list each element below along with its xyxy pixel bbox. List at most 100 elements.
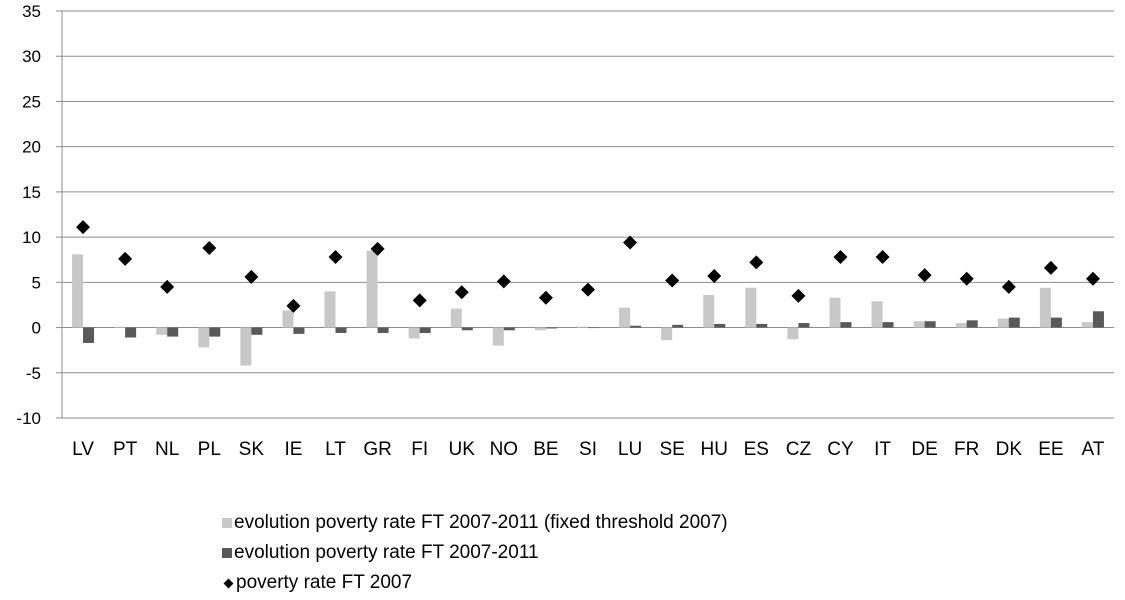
marker-poverty-rate (244, 269, 259, 284)
bar-fixed-threshold (408, 327, 420, 339)
legend-item-fixed-threshold: evolution poverty rate FT 2007-2011 (fix… (222, 508, 728, 538)
marker-poverty-rate (370, 241, 385, 256)
marker-poverty-rate (875, 250, 890, 265)
marker-poverty-rate (959, 271, 974, 286)
bar-evolution (461, 327, 473, 331)
x-tick-label: IE (284, 439, 302, 460)
bar-evolution (1092, 311, 1104, 328)
legend-label-evolution: evolution poverty rate FT 2007-2011 (234, 542, 539, 563)
x-tick-label: LU (618, 439, 642, 460)
chart-legend: evolution poverty rate FT 2007-2011 (fix… (222, 508, 728, 598)
x-tick-label: AT (1082, 439, 1105, 460)
legend-item-evolution: evolution poverty rate FT 2007-2011 (222, 538, 728, 568)
legend-marker-poverty-rate (223, 578, 234, 588)
x-tick-label: NO (490, 439, 519, 460)
x-tick-label: NL (155, 439, 179, 460)
y-tick-label: 20 (22, 138, 41, 157)
bar-fixed-threshold (619, 307, 631, 328)
marker-poverty-rate (496, 274, 511, 289)
bar-fixed-threshold (913, 321, 925, 328)
bar-fixed-threshold (829, 297, 841, 328)
axes: 35 30 25 20 15 10 5 0 -5 -10 LV PT NL PL SK IE LT GR FI UK N… (16, 2, 1104, 460)
marker-poverty-rate (412, 293, 427, 308)
marker-poverty-rate (707, 269, 722, 284)
y-tick-label: -5 (26, 364, 41, 383)
x-tick-label: FR (954, 439, 979, 460)
legend-swatch-fixed-threshold (222, 518, 232, 528)
x-tick-label: LV (72, 439, 94, 460)
bar-evolution (882, 322, 894, 328)
marker-poverty-rate (833, 250, 848, 265)
marker-poverty-rate (917, 268, 932, 283)
bar-fixed-threshold (366, 250, 378, 328)
legend-label-fixed-threshold: evolution poverty rate FT 2007-2011 (fix… (234, 512, 728, 533)
bars (72, 250, 1104, 366)
marker-poverty-rate (538, 290, 553, 305)
y-tick-label: -10 (16, 409, 41, 428)
bar-evolution (714, 323, 726, 328)
marker-poverty-rate (1001, 279, 1016, 294)
marker-poverty-rate (328, 250, 343, 265)
bar-fixed-threshold (282, 310, 294, 328)
bar-fixed-threshold (787, 327, 799, 340)
bar-evolution (251, 327, 263, 335)
markers (76, 220, 1100, 313)
x-tick-label: UK (449, 439, 476, 460)
x-tick-label: SK (239, 439, 265, 460)
bar-fixed-threshold (661, 327, 673, 341)
marker-poverty-rate (202, 240, 217, 255)
legend-item-poverty-rate: poverty rate FT 2007 (222, 568, 728, 598)
bar-evolution (1008, 317, 1020, 328)
marker-poverty-rate (581, 282, 595, 297)
bar-evolution (756, 323, 768, 328)
x-tick-label: GR (363, 439, 392, 460)
bar-evolution (1050, 317, 1062, 328)
y-tick-label: 5 (32, 273, 41, 292)
bar-evolution (419, 327, 431, 333)
x-tick-label: IT (874, 439, 891, 460)
y-tick-label: 15 (22, 183, 41, 202)
bar-evolution (966, 320, 978, 328)
gridlines (62, 10, 1114, 419)
marker-poverty-rate (791, 288, 806, 303)
bar-fixed-threshold (745, 287, 757, 328)
bar-fixed-threshold (72, 254, 84, 328)
marker-poverty-rate (623, 235, 638, 250)
bar-fixed-threshold (577, 326, 588, 328)
bar-fixed-threshold (492, 327, 504, 346)
marker-poverty-rate (454, 285, 469, 300)
bar-fixed-threshold (156, 327, 168, 335)
bar-evolution (167, 327, 179, 337)
marker-poverty-rate (286, 298, 301, 313)
marker-poverty-rate (749, 255, 764, 270)
y-tick-label: 30 (22, 47, 41, 66)
bar-evolution (503, 327, 515, 331)
marker-poverty-rate (665, 273, 680, 288)
marker-poverty-rate (1085, 271, 1100, 286)
y-tick-label: 35 (22, 2, 41, 21)
x-tick-label: EE (1038, 439, 1063, 460)
bar-evolution (672, 324, 684, 328)
y-tick-label: 0 (32, 319, 41, 338)
bar-fixed-threshold (955, 323, 967, 328)
bar-evolution (209, 327, 221, 337)
bar-evolution (377, 327, 389, 333)
x-tick-label: CY (827, 439, 854, 460)
bar-fixed-threshold (450, 308, 462, 328)
x-tick-label: CZ (786, 439, 812, 460)
bar-fixed-threshold (871, 301, 883, 328)
marker-poverty-rate (76, 220, 91, 235)
x-tick-label: DE (911, 439, 937, 460)
marker-poverty-rate (160, 279, 175, 294)
marker-poverty-rate (118, 251, 133, 266)
bar-evolution (630, 325, 642, 328)
bar-evolution (293, 327, 305, 334)
bar-fixed-threshold (997, 318, 1009, 328)
bar-evolution (924, 321, 936, 328)
bar-evolution (125, 327, 137, 338)
legend-swatch-evolution (222, 548, 232, 558)
bar-fixed-threshold (324, 291, 336, 328)
bar-fixed-threshold (703, 294, 715, 328)
